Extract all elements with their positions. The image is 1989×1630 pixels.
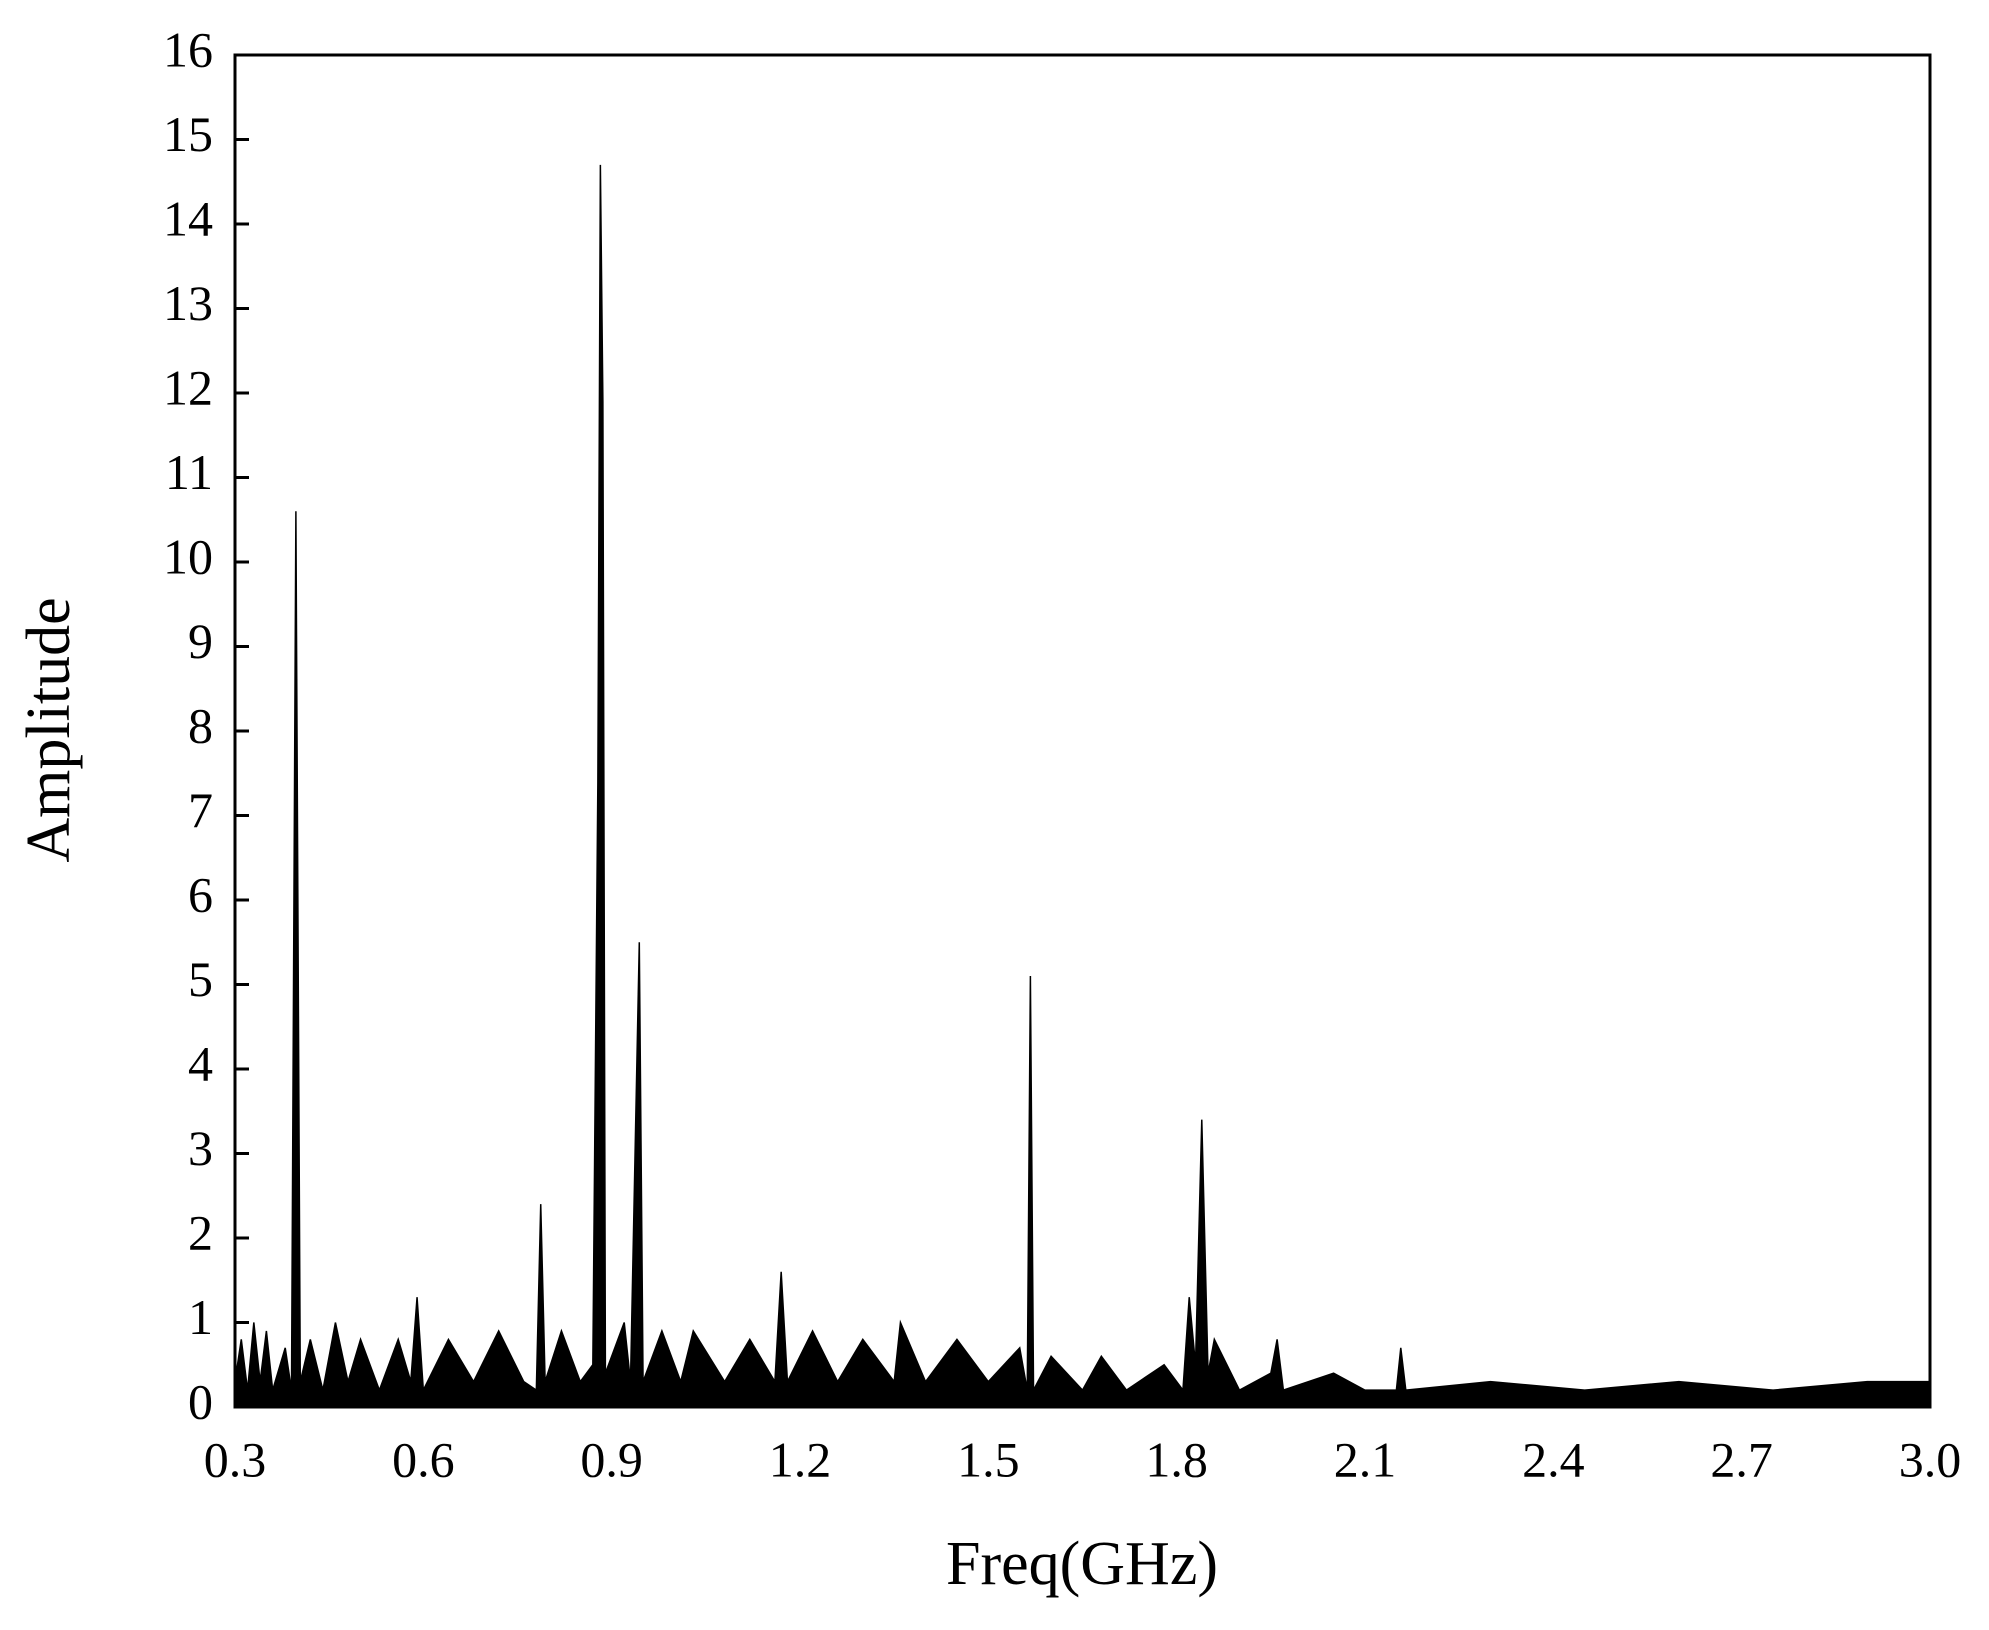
y-tick-label: 2 (188, 1204, 213, 1260)
spectrum-area (234, 164, 1931, 1408)
y-tick-label: 12 (163, 359, 213, 415)
x-tick-label: 0.3 (204, 1431, 267, 1487)
y-tick-label: 13 (163, 275, 213, 331)
y-tick-label: 15 (163, 106, 213, 162)
y-tick-label: 11 (165, 444, 213, 500)
y-axis-title: Amplitude (15, 597, 83, 862)
x-tick-label: 1.5 (957, 1431, 1020, 1487)
y-tick-label: 7 (188, 782, 213, 838)
x-axis-title: Freq(GHz) (946, 1530, 1218, 1598)
plot-frame (233, 53, 1932, 1409)
y-tick-label: 14 (163, 190, 213, 246)
x-tick-label: 0.6 (392, 1431, 455, 1487)
y-tick-label: 1 (188, 1289, 213, 1345)
y-tick-label: 8 (188, 697, 213, 753)
x-tick-label: 3.0 (1899, 1431, 1962, 1487)
y-tick-label: 16 (163, 21, 213, 77)
y-tick-label: 3 (188, 1120, 213, 1176)
y-tick-label: 6 (188, 866, 213, 922)
y-tick-label: 5 (188, 951, 213, 1007)
x-tick-label: 1.2 (769, 1431, 832, 1487)
x-tick-label: 0.9 (580, 1431, 643, 1487)
y-tick-label: 10 (163, 528, 213, 584)
y-tick-label: 9 (188, 613, 213, 669)
x-tick-label: 2.7 (1710, 1431, 1773, 1487)
x-tick-label: 1.8 (1145, 1431, 1208, 1487)
x-tick-label: 2.1 (1334, 1431, 1397, 1487)
y-tick-label: 4 (188, 1035, 213, 1091)
y-tick-label: 0 (188, 1373, 213, 1429)
x-tick-label: 2.4 (1522, 1431, 1585, 1487)
